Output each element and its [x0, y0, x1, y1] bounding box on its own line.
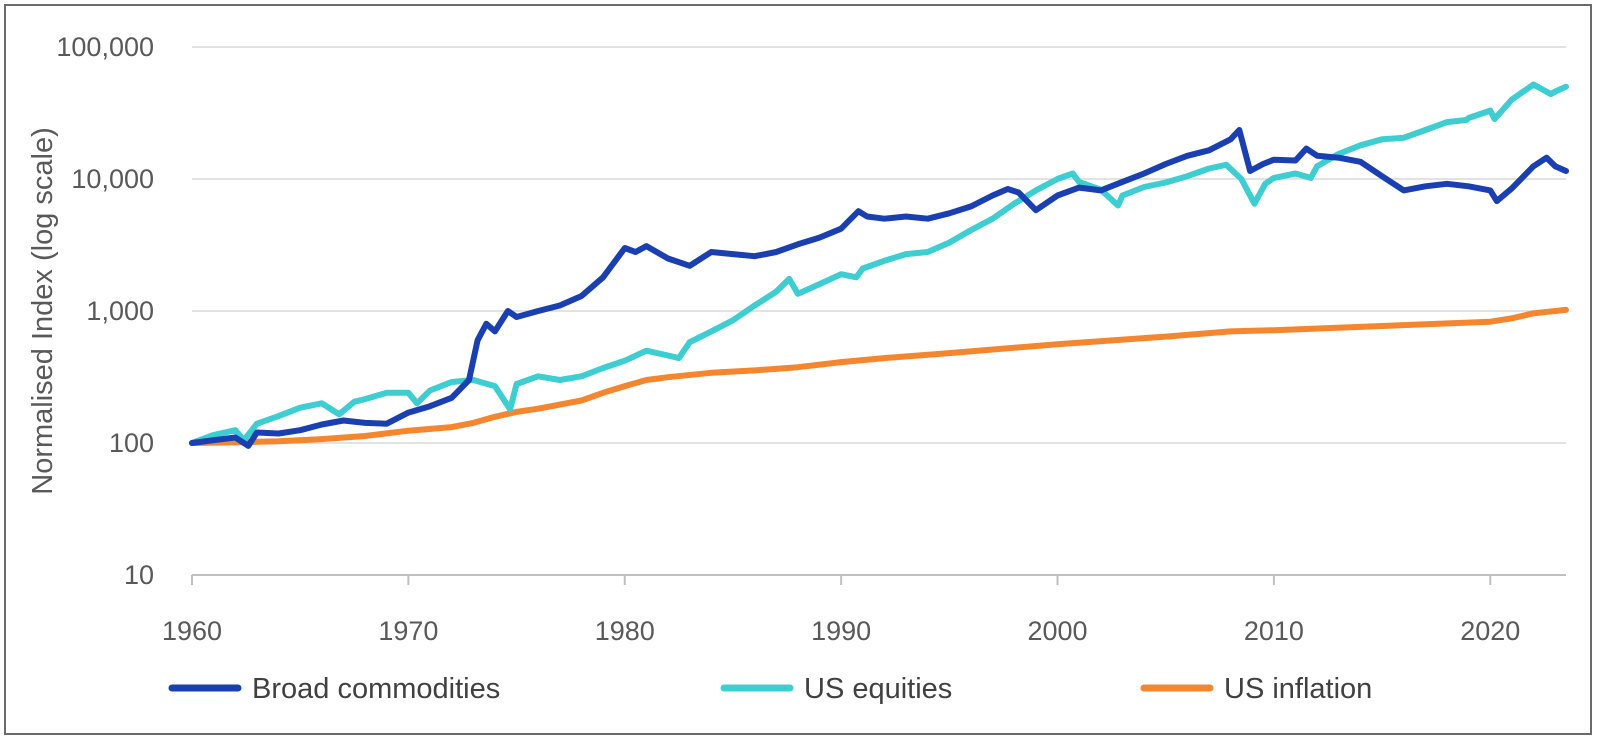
legend-label: US inflation [1224, 673, 1372, 705]
chart-frame: 10 100 1,000 10,000 100,000 1960 1970 1980 1990… [4, 4, 1592, 735]
legend: Broad commodities US equities US inflation [168, 673, 1372, 705]
x-tick-label: 1960 [162, 616, 222, 646]
y-axis-label: Normalised Index (log scale) [27, 127, 59, 494]
x-tick-label: 2010 [1244, 616, 1304, 646]
y-tick-label: 1,000 [86, 296, 154, 326]
y-tick-label: 100,000 [56, 32, 154, 62]
x-axis [191, 574, 1566, 585]
x-tick-label: 1970 [378, 616, 438, 646]
y-tick-label: 100 [109, 428, 154, 458]
legend-item: US inflation [1140, 673, 1372, 705]
series-line-broad-commodities [189, 127, 1569, 449]
line-chart: 10 100 1,000 10,000 100,000 1960 1970 1980 1990… [27, 32, 1569, 705]
legend-label: US equities [804, 673, 952, 705]
legend-item: Broad commodities [168, 673, 500, 705]
x-tick-label: 2000 [1027, 616, 1087, 646]
y-tick-label: 10,000 [71, 164, 154, 194]
legend-label: Broad commodities [252, 673, 500, 705]
series-line-us-inflation [189, 306, 1569, 446]
series-line-us-equities [189, 81, 1569, 446]
x-tick-labels: 1960 1970 1980 1990 2000 2010 2020 [162, 616, 1520, 646]
series-lines [189, 81, 1569, 449]
gridlines [192, 46, 1566, 444]
y-tick-label: 10 [124, 560, 154, 590]
x-tick-label: 2020 [1460, 616, 1520, 646]
legend-item: US equities [720, 673, 952, 705]
x-tick-label: 1990 [811, 616, 871, 646]
y-tick-labels: 10 100 1,000 10,000 100,000 [56, 32, 154, 590]
x-tick-label: 1980 [595, 616, 655, 646]
